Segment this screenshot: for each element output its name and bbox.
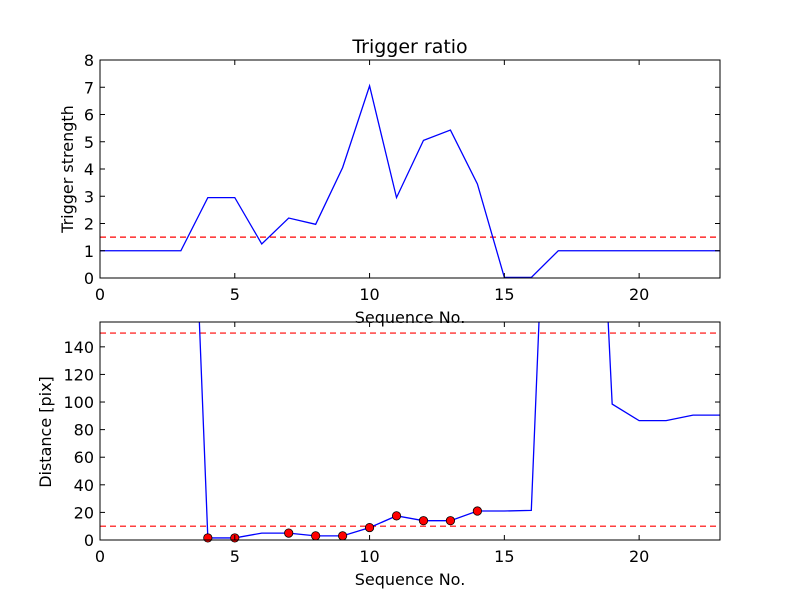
data-point-marker xyxy=(338,531,348,541)
y-tick-label: 0 xyxy=(84,269,94,288)
data-point-marker xyxy=(311,531,321,541)
y-tick-label: 100 xyxy=(63,393,94,412)
y-tick-label: 6 xyxy=(84,106,94,125)
plot-area xyxy=(100,322,720,539)
x-tick-label: 5 xyxy=(230,285,240,304)
x-tick-label: 20 xyxy=(629,547,649,566)
y-tick-label: 8 xyxy=(84,51,94,70)
data-point-marker xyxy=(391,511,402,521)
chart-title: Trigger ratio xyxy=(351,36,467,58)
plot-frame xyxy=(99,321,721,541)
y-tick-label: 4 xyxy=(84,160,94,179)
y-tick-label: 7 xyxy=(84,78,94,97)
y-tick-label: 60 xyxy=(74,448,94,467)
x-tick-label: 5 xyxy=(230,547,240,566)
y-tick-label: 80 xyxy=(74,421,94,440)
x-tick-label: 15 xyxy=(494,547,514,566)
x-tick-label: 0 xyxy=(95,285,105,304)
x-axis-label: Sequence No. xyxy=(355,308,466,327)
x-tick-label: 20 xyxy=(629,285,649,304)
x-tick-label: 0 xyxy=(95,547,105,566)
data-point-marker xyxy=(472,506,482,516)
x-tick-label: 15 xyxy=(494,285,514,304)
trigger-ratio-chart: Trigger ratio 0 5 10 15 20 0 1 2 3 4 5 6 7 8 Sequence… xyxy=(58,36,721,327)
y-axis-label: Trigger strength xyxy=(58,105,77,234)
y-tick-label: 40 xyxy=(74,476,94,495)
y-tick-label: 5 xyxy=(84,133,94,152)
y-tick-label: 3 xyxy=(84,187,94,206)
x-axis-label: Sequence No. xyxy=(355,570,466,589)
plot-area xyxy=(100,83,720,278)
y-tick-label: 120 xyxy=(63,365,94,384)
data-point-marker xyxy=(203,533,213,543)
data-point-marker xyxy=(364,522,375,533)
x-tick-label: 10 xyxy=(359,547,379,566)
series-line xyxy=(198,322,720,539)
y-tick-label: 20 xyxy=(74,503,94,522)
data-point-marker xyxy=(284,528,294,538)
data-point-marker xyxy=(445,516,456,526)
y-tick-label: 0 xyxy=(84,531,94,550)
data-point-marker xyxy=(418,516,429,526)
y-tick-label: 2 xyxy=(84,215,94,234)
y-axis-label: Distance [pix] xyxy=(36,376,55,488)
y-tick-label: 140 xyxy=(63,338,94,357)
x-tick-label: 10 xyxy=(359,285,379,304)
y-tick-label: 1 xyxy=(84,242,94,261)
series-line xyxy=(100,83,720,278)
